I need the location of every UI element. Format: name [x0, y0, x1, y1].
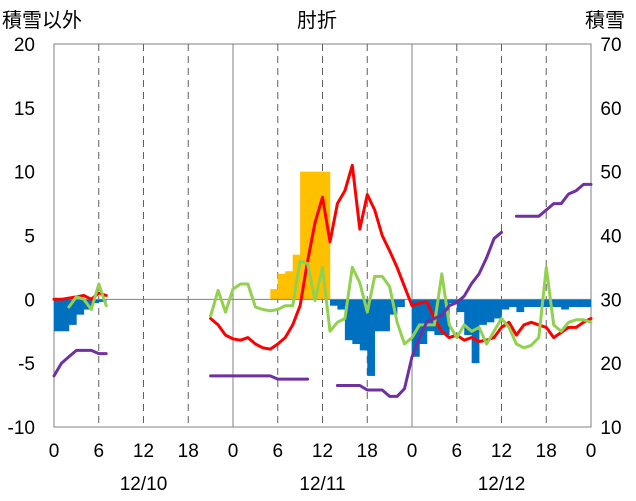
bar: [486, 299, 495, 323]
bar: [367, 299, 376, 376]
bar: [68, 299, 77, 325]
bar: [352, 299, 361, 345]
x-tick-label: 6: [272, 441, 283, 462]
x-tick-label: 0: [49, 441, 60, 462]
bar: [494, 299, 502, 319]
bar: [285, 271, 293, 300]
series-line: [209, 259, 593, 350]
bar: [359, 299, 368, 351]
bar: [382, 299, 390, 332]
bar: [426, 299, 435, 332]
x-tick-label: 18: [178, 441, 199, 462]
right-tick-label: 50: [600, 163, 621, 184]
series-line: [209, 374, 310, 381]
bar: [98, 299, 107, 302]
bar: [501, 299, 510, 310]
bar: [329, 299, 338, 306]
right-tick-label: 40: [600, 227, 621, 248]
series-line: [52, 291, 108, 301]
series-line: [514, 182, 593, 218]
x-tick-label: 12: [491, 441, 512, 462]
bar: [479, 299, 487, 325]
right-tick-label: 20: [600, 354, 621, 375]
x-tick-label: 12: [312, 441, 333, 462]
bar: [464, 299, 472, 336]
left-tick-label: 0: [24, 290, 35, 311]
x-tick-label: 18: [536, 441, 557, 462]
bar: [583, 299, 592, 307]
bar: [322, 171, 331, 300]
bar: [441, 299, 450, 336]
left-axis-label: 積雪以外: [2, 10, 82, 32]
x-tick-label: 0: [407, 441, 418, 462]
chart-title: 肘折: [297, 10, 337, 32]
left-tick-label: 15: [14, 99, 35, 120]
right-tick-label: 70: [600, 35, 621, 56]
bar: [54, 299, 62, 332]
x-day-label: 12/10: [120, 474, 168, 495]
x-tick-label: 18: [357, 441, 378, 462]
x-day-label: 12/12: [478, 474, 526, 495]
right-axis-label: 積雪: [585, 10, 625, 32]
right-tick-label: 30: [600, 290, 621, 311]
bar: [277, 273, 286, 300]
bar: [568, 299, 577, 307]
x-tick-label: 6: [93, 441, 104, 462]
x-tick-label: 0: [586, 441, 597, 462]
series-line: [335, 230, 503, 398]
bar: [374, 299, 383, 332]
x-day-label: 12/11: [299, 474, 345, 495]
series-line: [52, 348, 108, 378]
left-tick-label: -10: [8, 418, 35, 439]
right-tick-label: 10: [600, 418, 621, 439]
bar: [471, 299, 480, 364]
bar: [531, 299, 540, 307]
bar: [300, 171, 308, 300]
bar: [344, 299, 353, 341]
bar: [449, 299, 458, 304]
left-tick-label: 20: [14, 35, 35, 56]
bar: [412, 299, 420, 357]
bar: [419, 299, 428, 345]
bar: [61, 299, 70, 332]
x-tick-label: 12: [133, 441, 154, 462]
bar: [337, 299, 346, 310]
bar: [523, 299, 532, 307]
right-tick-label: 60: [600, 99, 621, 120]
series-line: [209, 163, 593, 351]
left-tick-label: -5: [18, 354, 35, 375]
series-line: [67, 282, 108, 311]
x-tick-label: 0: [228, 441, 239, 462]
left-tick-label: 5: [24, 227, 35, 248]
x-tick-label: 6: [451, 441, 462, 462]
bar: [553, 299, 562, 307]
bar: [315, 171, 323, 300]
bar: [561, 299, 569, 310]
bar: [76, 299, 85, 315]
left-tick-label: 10: [14, 163, 35, 184]
bar: [397, 299, 405, 307]
bar: [516, 299, 525, 313]
bar: [576, 299, 584, 307]
bar: [456, 299, 465, 313]
bar: [508, 299, 517, 307]
bar: [270, 289, 279, 300]
